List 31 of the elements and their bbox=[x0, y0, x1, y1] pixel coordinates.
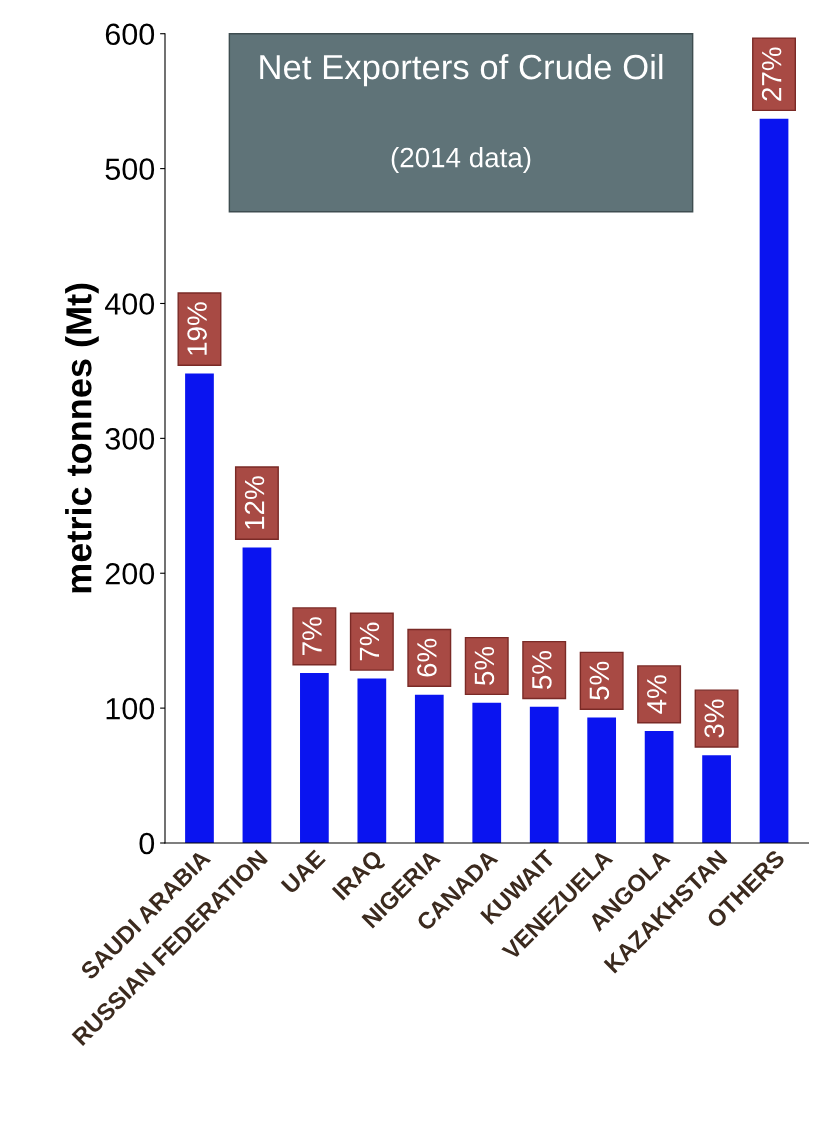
annotation: 6% bbox=[417, 638, 437, 677]
annotation: 5% bbox=[589, 661, 610, 700]
y-tick-label: 100 bbox=[106, 697, 155, 720]
bar bbox=[242, 547, 272, 843]
y-axis-title: metric tonnes (Mt) bbox=[65, 283, 99, 593]
bar bbox=[414, 694, 444, 843]
bar bbox=[702, 755, 731, 843]
annotation: 7% bbox=[302, 617, 322, 655]
text: Net Exporters of Crude Oil bbox=[260, 53, 663, 87]
annotation: 19% bbox=[187, 302, 207, 355]
annotation: 7% bbox=[359, 622, 380, 661]
bar bbox=[759, 118, 789, 843]
bar bbox=[529, 706, 559, 843]
y-tick-label: 500 bbox=[105, 158, 155, 180]
bar bbox=[587, 717, 617, 843]
bar bbox=[300, 673, 329, 843]
y-tick-label: 400 bbox=[105, 293, 155, 315]
y-tick-label: 300 bbox=[105, 428, 155, 450]
bar bbox=[644, 731, 674, 843]
annotation: 5% bbox=[474, 646, 495, 685]
y-tick-label: 200 bbox=[105, 562, 155, 585]
annotation: 12% bbox=[244, 476, 265, 529]
annotation: 4% bbox=[647, 675, 667, 714]
annotation: 5% bbox=[532, 650, 552, 689]
annotation: 27% bbox=[761, 47, 782, 101]
text: (2014 data) bbox=[391, 147, 531, 173]
bar bbox=[357, 678, 387, 843]
y-tick-label: 600 bbox=[105, 23, 155, 46]
bar bbox=[472, 702, 502, 843]
annotation: 3% bbox=[704, 699, 725, 738]
bar bbox=[185, 373, 214, 843]
